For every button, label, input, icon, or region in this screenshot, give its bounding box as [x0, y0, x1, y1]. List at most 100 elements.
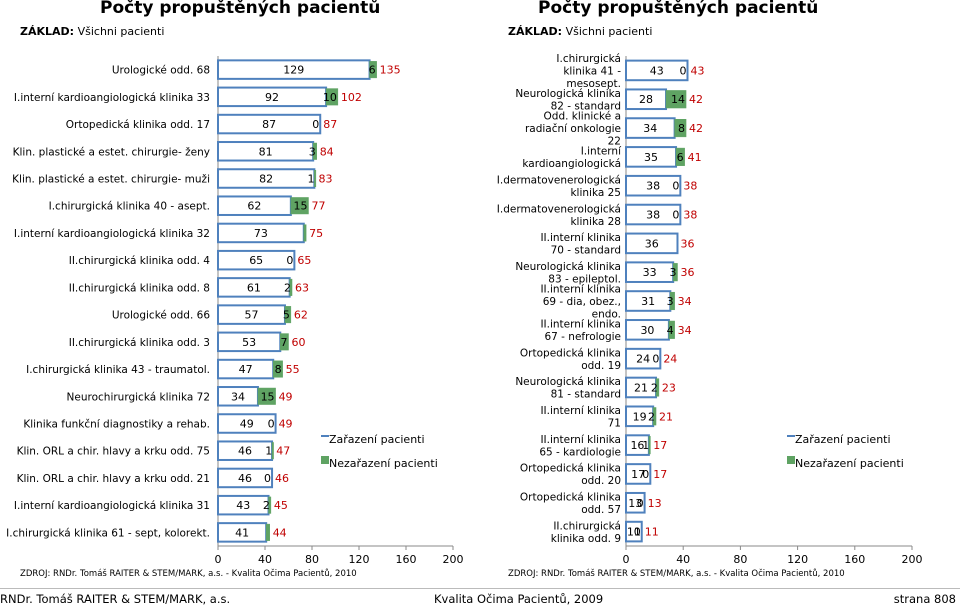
chart2-total-label: 34	[678, 295, 692, 308]
chart2-placed-label: 21	[634, 381, 648, 394]
chart2-bar-unplaced	[655, 378, 660, 397]
chart1-placed-label: 41	[235, 526, 249, 539]
chart1-category-label: I.chirurgická klinika 40 - asept.	[49, 201, 210, 213]
chart1-category-label: Klinika funkční diagnostiky a rehab.	[23, 419, 210, 431]
chart2-placed-label: 13	[628, 497, 642, 510]
chart1-bar-unplaced	[268, 496, 272, 514]
chart2-total-label: 17	[653, 468, 667, 481]
chart1-basis-value: Všichni pacienti	[77, 25, 165, 38]
chart1-unplaced-label: 0	[268, 418, 275, 431]
chart2-unplaced-label: 2	[651, 381, 658, 394]
chart2-category-label: I.dermatovenerologická klinika 25	[497, 174, 621, 199]
chart2-x-tick-label: 120	[787, 553, 808, 566]
chart1-legend-unplaced: Nezařazení pacienti	[329, 457, 438, 470]
chart2-placed-label: 24	[636, 353, 650, 366]
chart2-category-label: Ortopedická klinika odd. 19	[520, 347, 621, 372]
chart1-total-label: 87	[323, 118, 337, 131]
chart2-placed-label: 16	[630, 439, 644, 452]
chart1-unplaced-label: 0	[264, 472, 271, 485]
chart2-category-label: Neurologická klinika 81 - standard	[515, 376, 621, 401]
footer-center: Kvalita Očima Pacientů, 2009	[434, 592, 604, 606]
chart2-legend-unplaced: Nezařazení pacienti	[795, 457, 904, 470]
chart1-unplaced-label: 1	[308, 173, 315, 186]
chart1-unplaced-label: 10	[323, 91, 337, 104]
chart2-category-label: II.interní klinika 71	[540, 405, 621, 430]
chart2-placed-label: 38	[646, 180, 660, 193]
chart1-bar-unplaced	[312, 142, 317, 160]
chart1-placed-label: 49	[240, 418, 254, 431]
chart2-placed-label: 30	[640, 324, 654, 337]
chart2-unplaced-label: 0	[642, 468, 649, 481]
chart1-placed-label: 92	[265, 91, 279, 104]
chart2-total-label: 23	[662, 381, 676, 394]
chart1-total-label: 63	[295, 281, 309, 294]
chart1-category-label: Klin. ORL a chir. hlavy a krku odd. 75	[17, 446, 210, 458]
chart1-legend-placed: Zařazení pacienti	[329, 433, 425, 446]
chart1-unplaced-label: 15	[261, 390, 275, 403]
chart1-total-label: 84	[320, 145, 334, 158]
chart2-category-label: II.interní klinika 65 - kardiologie	[539, 434, 621, 459]
chart1-placed-label: 65	[249, 254, 263, 267]
chart2-placed-label: 35	[644, 151, 658, 164]
chart1-category-label: Klin. plastické a estet. chirurgie- muži	[12, 174, 210, 186]
chart1-legend-swatch-placed	[321, 435, 329, 437]
chart1-unplaced-label: 7	[281, 336, 288, 349]
chart1-unplaced-label: 5	[283, 309, 290, 322]
chart2-title: Počty propuštěných pacientů	[538, 0, 819, 18]
chart1-category-label: Urologické odd. 66	[112, 310, 211, 322]
chart2-basis-value: Všichni pacienti	[565, 25, 653, 38]
chart1-category-label: II.chirurgická klinika odd. 8	[69, 282, 210, 294]
chart1-x-tick-label: 40	[258, 553, 272, 566]
chart2-bar-unplaced	[652, 407, 657, 426]
chart2-unplaced-label: 3	[667, 295, 674, 308]
chart2-bar-placed	[625, 203, 682, 226]
chart1-unplaced-label: 2	[263, 499, 270, 512]
chart2-category-label: I.interní kardioangiologická	[522, 146, 622, 171]
chart1-bar-unplaced	[271, 442, 274, 460]
chart1-placed-label: 34	[231, 390, 245, 403]
chart2-placed-label: 19	[633, 410, 647, 423]
chart2-total-label: 21	[659, 410, 673, 423]
chart1-bar-placed	[217, 467, 274, 489]
chart2-category-label: II.interní klinika 67 - nefrologie	[540, 319, 621, 344]
chart1-placed-label: 81	[259, 145, 273, 158]
chart1-placed-label: 82	[259, 173, 273, 186]
chart1-category-label: Urologické odd. 68	[112, 65, 210, 77]
chart2-unplaced-label: 0	[672, 209, 679, 222]
footer-right: strana 808	[893, 592, 956, 606]
chart2-x-tick-label: 0	[623, 553, 630, 566]
chart2-total-label: 17	[653, 439, 667, 452]
chart1-unplaced-label: 1	[265, 445, 272, 458]
chart1-category-label: I.interní kardioangiologická klinika 32	[14, 228, 210, 240]
chart2-total-label: 36	[680, 237, 694, 250]
chart1-placed-label: 129	[283, 64, 304, 77]
chart2-placed-label: 38	[646, 209, 660, 222]
chart2-placed-label: 36	[645, 237, 659, 250]
chart2-unplaced-label: 0	[634, 526, 641, 539]
chart1-placed-label: 47	[239, 363, 253, 376]
chart2-x-tick-label: 40	[676, 553, 690, 566]
footer-separator	[0, 588, 960, 589]
chart1-bar-placed	[217, 249, 296, 271]
chart1-basis-label: ZÁKLAD:	[20, 25, 75, 38]
chart2-unplaced-label: 0	[672, 180, 679, 193]
chart1-x-tick-label: 0	[215, 553, 222, 566]
chart2-bar-placed	[625, 347, 662, 370]
chart2-category-label: Neurologická klinika 82 - standard	[515, 88, 621, 113]
chart2-bar-placed	[625, 232, 679, 255]
chart1-bar-placed	[217, 113, 322, 135]
chart2-unplaced-label: 6	[677, 151, 684, 164]
chart1-total-label: 45	[274, 499, 288, 512]
chart2-placed-label: 34	[643, 122, 657, 135]
chart2-category-label: II.chirurgická klinika odd. 9	[551, 520, 621, 545]
chart1-total-label: 83	[319, 173, 333, 186]
chart2-total-label: 42	[689, 122, 703, 135]
chart2-bar-unplaced	[668, 320, 675, 339]
chart1-unplaced-label: 0	[286, 254, 293, 267]
chart2-category-label: I.dermatovenerologická klinika 28	[497, 203, 621, 228]
chart1-placed-label: 57	[244, 309, 258, 322]
chart2-bar-placed	[625, 491, 646, 514]
chart2-bar-placed	[625, 520, 643, 543]
chart1-category-label: II.chirurgická klinika odd. 4	[69, 255, 211, 267]
chart2-unplaced-label: 0	[637, 497, 644, 510]
